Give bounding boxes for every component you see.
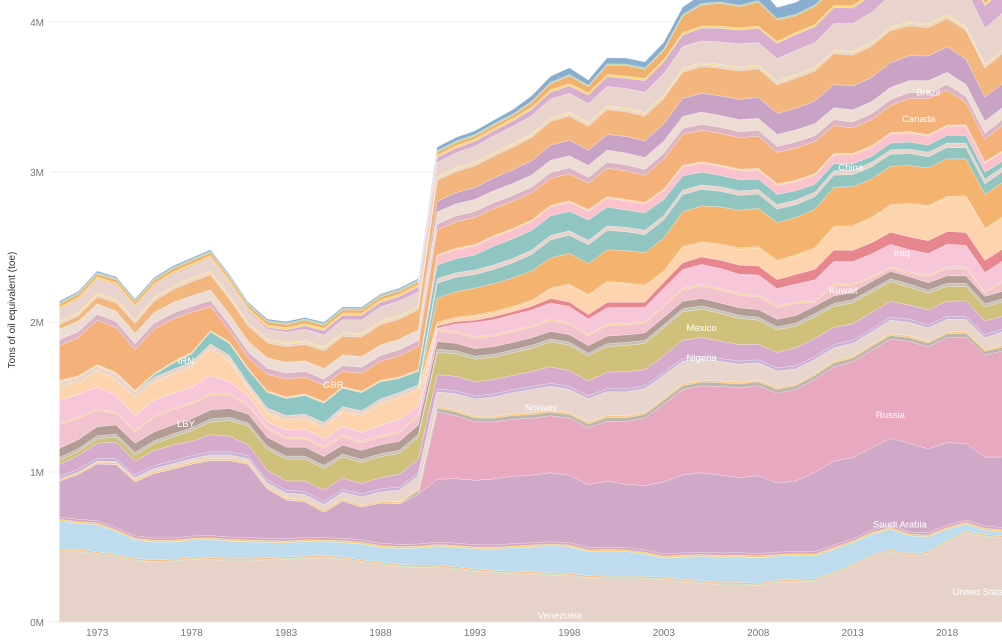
y-tick-label: 0M	[30, 618, 44, 629]
y-axis-title: Tons of oil equivalent (toe)	[7, 252, 18, 369]
area-other-26	[59, 0, 821, 325]
series-label-iraq: Iraq	[894, 248, 910, 259]
y-axis: 0M 1M 2M 3M 4M	[30, 18, 44, 629]
series-label-russia: Russia	[876, 410, 906, 421]
series-label-lby: LBY	[177, 419, 196, 430]
x-axis: 1973 1978 1983 1988 1993 1998 2003 2008 2013 2018	[86, 628, 959, 639]
series-label-kuwait: Kuwait	[829, 286, 858, 297]
series-label-mexico: Mexico	[687, 323, 717, 334]
series-label-norway: Norway	[525, 403, 557, 414]
x-tick-label: 1993	[464, 628, 487, 639]
series-label-united-states: United States	[953, 587, 1002, 598]
series-label-saudi-arabia: Saudi Arabia	[873, 520, 928, 531]
x-tick-label: 1973	[86, 628, 109, 639]
x-tick-label: 1988	[369, 628, 392, 639]
series-label-canada: Canada	[902, 114, 936, 125]
series-label-gbr: GBR	[323, 380, 344, 391]
series-label-irn: IRN	[178, 356, 195, 367]
series-label-brazil: Brazil	[916, 88, 940, 99]
x-tick-label: 2003	[653, 628, 676, 639]
series-label-venezuela: Venezuela	[538, 610, 583, 621]
x-tick-label: 1998	[558, 628, 581, 639]
x-tick-label: 2008	[747, 628, 770, 639]
series-label-china: China	[838, 163, 864, 174]
series-labels: United States Venezuela Saudi Arabia Russia…	[177, 88, 1002, 622]
y-tick-label: 1M	[30, 468, 44, 479]
x-tick-label: 2018	[936, 628, 959, 639]
series-label-nigeria: Nigeria	[687, 353, 718, 364]
x-tick-label: 1978	[181, 628, 204, 639]
y-tick-label: 2M	[30, 318, 44, 329]
area-series-group	[59, 0, 1002, 623]
y-tick-label: 4M	[30, 18, 44, 29]
x-tick-label: 1983	[275, 628, 298, 639]
y-tick-label: 3M	[30, 168, 44, 179]
x-tick-label: 2013	[842, 628, 865, 639]
